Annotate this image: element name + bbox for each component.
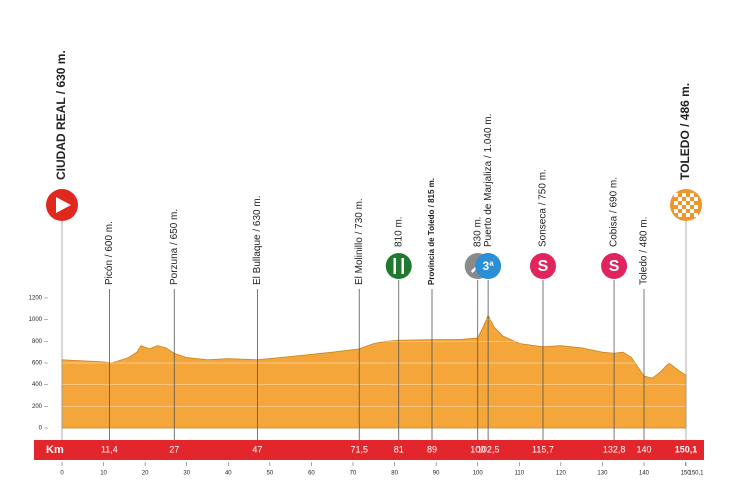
x-tick-label: 150,1 <box>688 471 704 477</box>
x-tick-label: 100 <box>473 471 484 477</box>
finish-check <box>694 205 698 209</box>
x-tick-label: 60 <box>308 471 315 477</box>
km-label: Km <box>46 444 64 456</box>
km-value: 71,5 <box>350 444 368 454</box>
finish-check <box>682 193 686 197</box>
finish-check <box>694 197 698 201</box>
x-tick-label: 110 <box>515 471 525 477</box>
finish-check <box>674 201 678 205</box>
finish-check <box>678 213 682 217</box>
elevation-area <box>61 314 687 429</box>
finish-check <box>682 209 686 213</box>
finish-check <box>690 209 694 213</box>
finish-check <box>686 205 690 209</box>
finish-check <box>686 213 690 217</box>
finish-check <box>690 201 694 205</box>
waypoint-label: Porzuna / 650 m. <box>169 209 180 285</box>
x-tick-label: 40 <box>225 471 232 477</box>
km-value: 102,5 <box>477 444 500 454</box>
finish-check <box>686 197 690 201</box>
x-tick-label: 10 <box>100 471 107 477</box>
finish-check <box>678 205 682 209</box>
y-tick-label: 1000 <box>29 317 43 323</box>
finish-check <box>674 209 678 213</box>
waypoint-label: TOLEDO / 486 m. <box>678 83 692 180</box>
icon-text: S <box>538 258 549 275</box>
y-tick-label: 800 <box>32 339 43 345</box>
waypoint-icon <box>475 253 502 279</box>
finish-check <box>694 213 698 217</box>
waypoint-label: 810 m. <box>393 216 404 247</box>
waypoint-label: Puerto de Marjaliza / 1.040 m. <box>483 114 494 247</box>
finish-check <box>682 201 686 205</box>
finish-check <box>678 197 682 201</box>
x-tick-label: 80 <box>391 471 398 477</box>
x-tick-label: 140 <box>639 471 650 477</box>
km-value: 115,7 <box>532 444 554 454</box>
x-tick-label: 90 <box>433 471 440 477</box>
km-bar <box>34 440 704 460</box>
km-value: 11,4 <box>101 444 118 454</box>
waypoint-label: 830 m. <box>472 216 483 247</box>
x-tick-label: 30 <box>183 471 190 477</box>
km-value: 100 <box>470 444 485 454</box>
waypoint-label: El Bullaque / 630 m. <box>252 196 263 286</box>
start-arrow <box>56 197 71 213</box>
y-tick-label: 400 <box>32 382 43 388</box>
km-value: 140 <box>636 444 651 454</box>
waypoint-label: El Molinillo / 730 m. <box>354 198 365 285</box>
km-value: 132,8 <box>603 444 626 454</box>
waypoint-icon <box>385 253 412 279</box>
km-value: 81 <box>394 444 404 454</box>
x-tick-label: 0 <box>60 471 64 477</box>
x-tick-label: 50 <box>267 471 274 477</box>
x-tick-label: 120 <box>556 471 567 477</box>
waypoint-icon <box>601 253 628 279</box>
x-tick-label: 70 <box>350 471 357 477</box>
y-tick-label: 600 <box>32 361 43 367</box>
km-value: 150,1 <box>675 444 698 454</box>
waypoint-label: Sonseca / 750 m. <box>538 169 549 247</box>
icon-text: 3ª <box>483 259 495 273</box>
x-tick-label: 20 <box>142 471 149 477</box>
waypoint-label: Cobisa / 690 m. <box>609 177 620 247</box>
y-tick-label: 0 <box>39 426 43 432</box>
waypoint-label: Provincia de Toledo / 815 m. <box>427 178 436 285</box>
finish-check <box>674 193 678 197</box>
km-value: 27 <box>169 444 179 454</box>
km-value: 89 <box>427 444 437 454</box>
waypoint-label: Toledo / 480 m. <box>639 217 650 285</box>
waypoint-label: Picón / 600 m. <box>104 221 115 285</box>
x-tick-label: 130 <box>597 471 608 477</box>
km-value: 47 <box>252 444 262 454</box>
x-tick-label: 150 <box>681 471 692 477</box>
y-tick-label: 200 <box>32 404 43 410</box>
y-tick-label: 1200 <box>29 296 43 302</box>
icon-text: S <box>609 258 620 275</box>
waypoint-icon <box>529 253 556 279</box>
finish-check <box>690 193 694 197</box>
waypoint-label: CIUDAD REAL / 630 m. <box>54 50 68 180</box>
